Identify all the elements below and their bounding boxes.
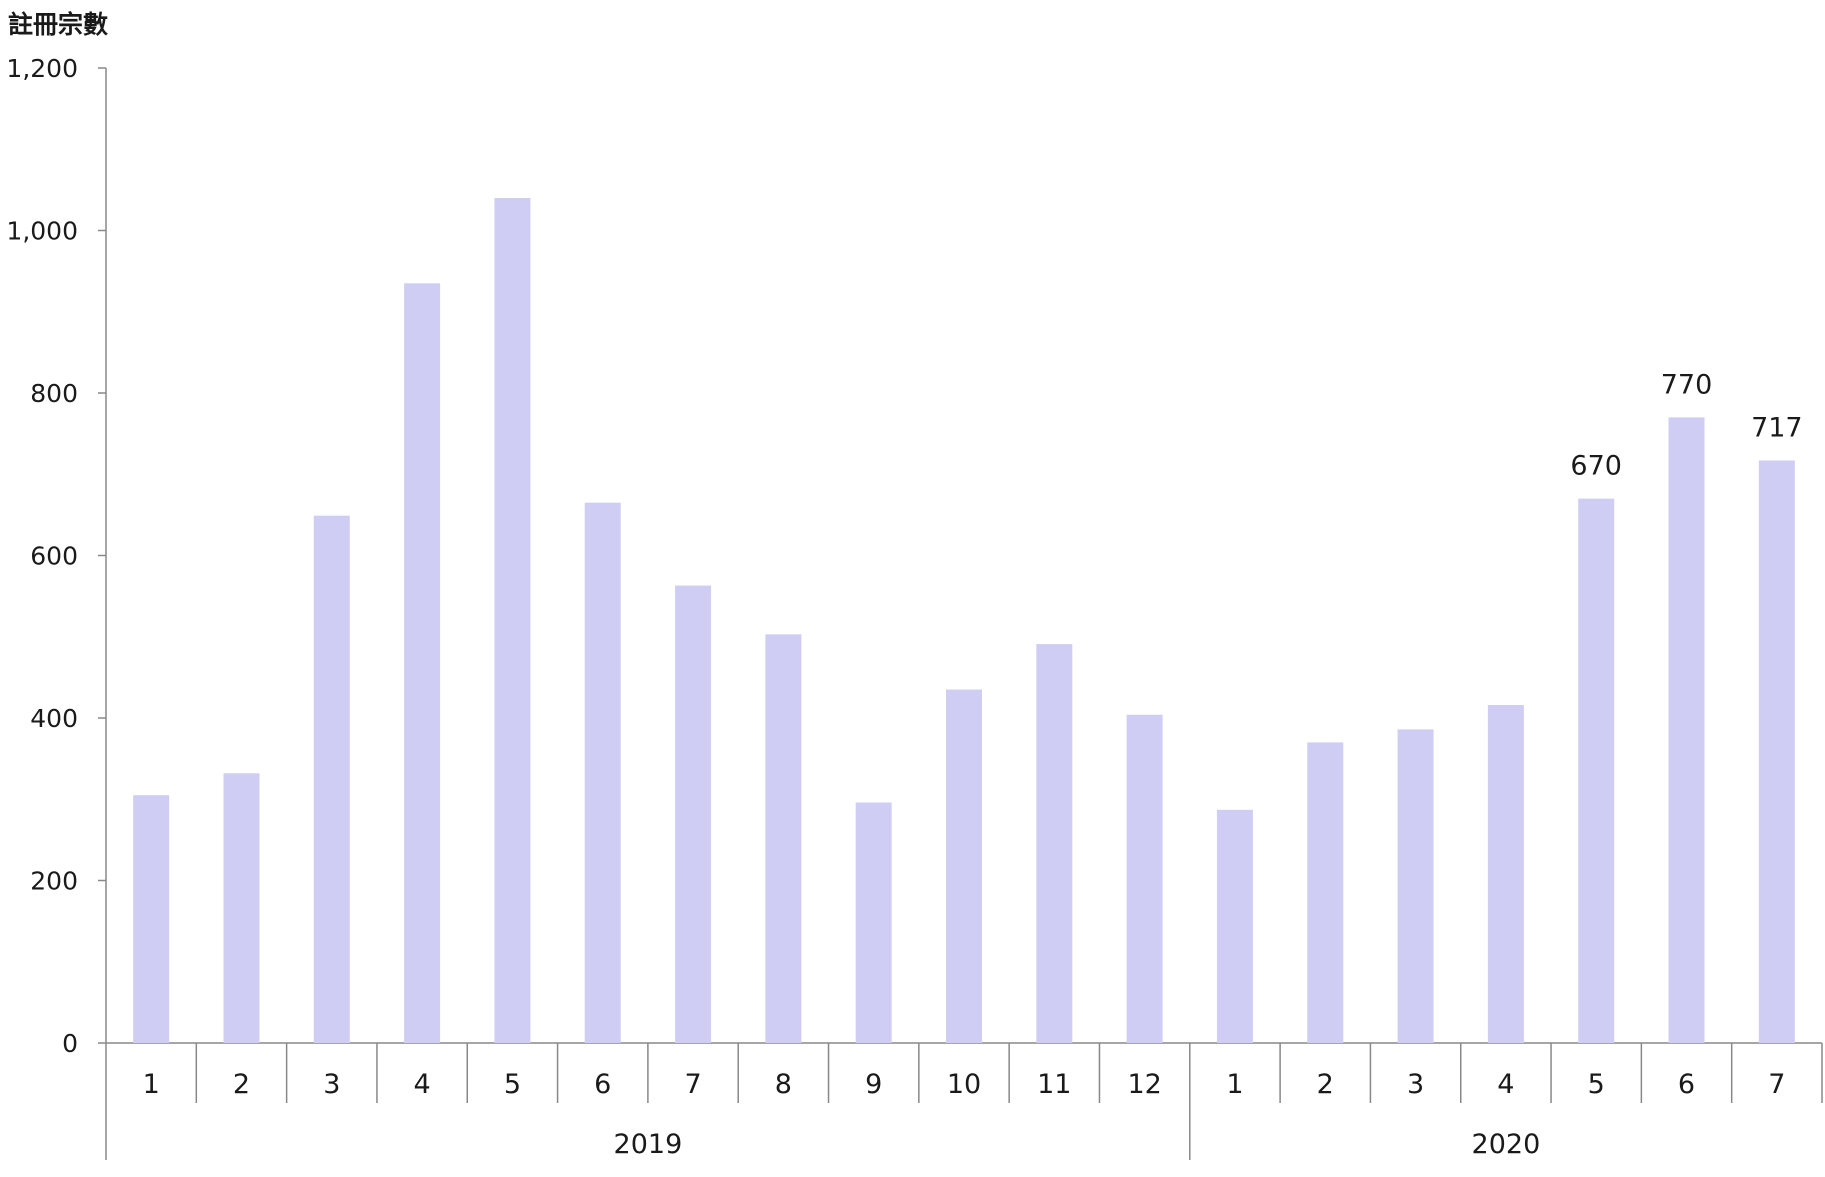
bar bbox=[1487, 705, 1524, 1043]
x-tick-label: 5 bbox=[504, 1069, 521, 1100]
x-tick-label: 8 bbox=[775, 1069, 792, 1100]
x-tick-label: 12 bbox=[1127, 1069, 1161, 1100]
x-tick-label: 7 bbox=[1768, 1069, 1785, 1100]
y-tick-label: 600 bbox=[30, 542, 78, 571]
x-axis-groups: 2019 2020 bbox=[105, 1103, 1541, 1160]
bar bbox=[1126, 714, 1163, 1043]
bar bbox=[1307, 742, 1344, 1043]
y-tick-label: 400 bbox=[30, 704, 78, 733]
y-tick-label: 0 bbox=[62, 1029, 78, 1058]
x-axis-categories: 1 2 3 4 5 6 7 8 9 10 11 12 1 2 3 4 5 6 7 bbox=[105, 1043, 1823, 1103]
x-tick-label: 7 bbox=[684, 1069, 701, 1100]
y-tick-label: 200 bbox=[30, 867, 78, 896]
x-tick-label: 1 bbox=[1226, 1069, 1243, 1100]
x-tick-label: 2 bbox=[233, 1069, 250, 1100]
x-group-label: 2020 bbox=[1472, 1129, 1541, 1160]
data-label: 717 bbox=[1751, 412, 1803, 443]
data-labels: 670 770 717 bbox=[1570, 369, 1802, 481]
x-tick-label: 4 bbox=[1497, 1069, 1514, 1100]
x-tick-label: 9 bbox=[865, 1069, 882, 1100]
bar bbox=[675, 585, 712, 1043]
bar bbox=[1668, 417, 1705, 1043]
x-tick-label: 3 bbox=[323, 1069, 340, 1100]
x-tick-label: 10 bbox=[947, 1069, 981, 1100]
x-tick-label: 5 bbox=[1588, 1069, 1605, 1100]
bar bbox=[1758, 460, 1795, 1043]
bar-series bbox=[133, 198, 1795, 1043]
y-axis-ticks: 0 200 400 600 800 1,000 1,200 bbox=[6, 54, 106, 1058]
bar bbox=[223, 773, 260, 1043]
bar bbox=[133, 795, 170, 1043]
x-tick-label: 6 bbox=[1678, 1069, 1695, 1100]
x-tick-label: 11 bbox=[1037, 1069, 1071, 1100]
bar bbox=[1036, 644, 1073, 1043]
bar bbox=[313, 515, 350, 1043]
data-label: 770 bbox=[1661, 369, 1713, 400]
x-group-label: 2019 bbox=[614, 1129, 683, 1160]
bar bbox=[946, 689, 982, 1043]
y-tick-label: 1,000 bbox=[6, 217, 78, 246]
bar bbox=[494, 198, 531, 1043]
bar bbox=[1397, 729, 1434, 1043]
bar bbox=[404, 283, 441, 1043]
bar bbox=[1578, 498, 1615, 1043]
x-tick-label: 4 bbox=[414, 1069, 431, 1100]
x-tick-label: 2 bbox=[1317, 1069, 1334, 1100]
y-tick-label: 800 bbox=[30, 379, 78, 408]
bar bbox=[855, 802, 892, 1043]
x-tick-label: 3 bbox=[1407, 1069, 1424, 1100]
bar bbox=[765, 634, 802, 1043]
x-tick-label: 6 bbox=[594, 1069, 611, 1100]
x-tick-label: 1 bbox=[143, 1069, 160, 1100]
bar bbox=[1216, 809, 1253, 1043]
bar bbox=[584, 502, 621, 1043]
data-label: 670 bbox=[1570, 451, 1622, 482]
y-tick-label: 1,200 bbox=[6, 54, 78, 83]
y-axis-title: 註冊宗數 bbox=[8, 10, 108, 39]
